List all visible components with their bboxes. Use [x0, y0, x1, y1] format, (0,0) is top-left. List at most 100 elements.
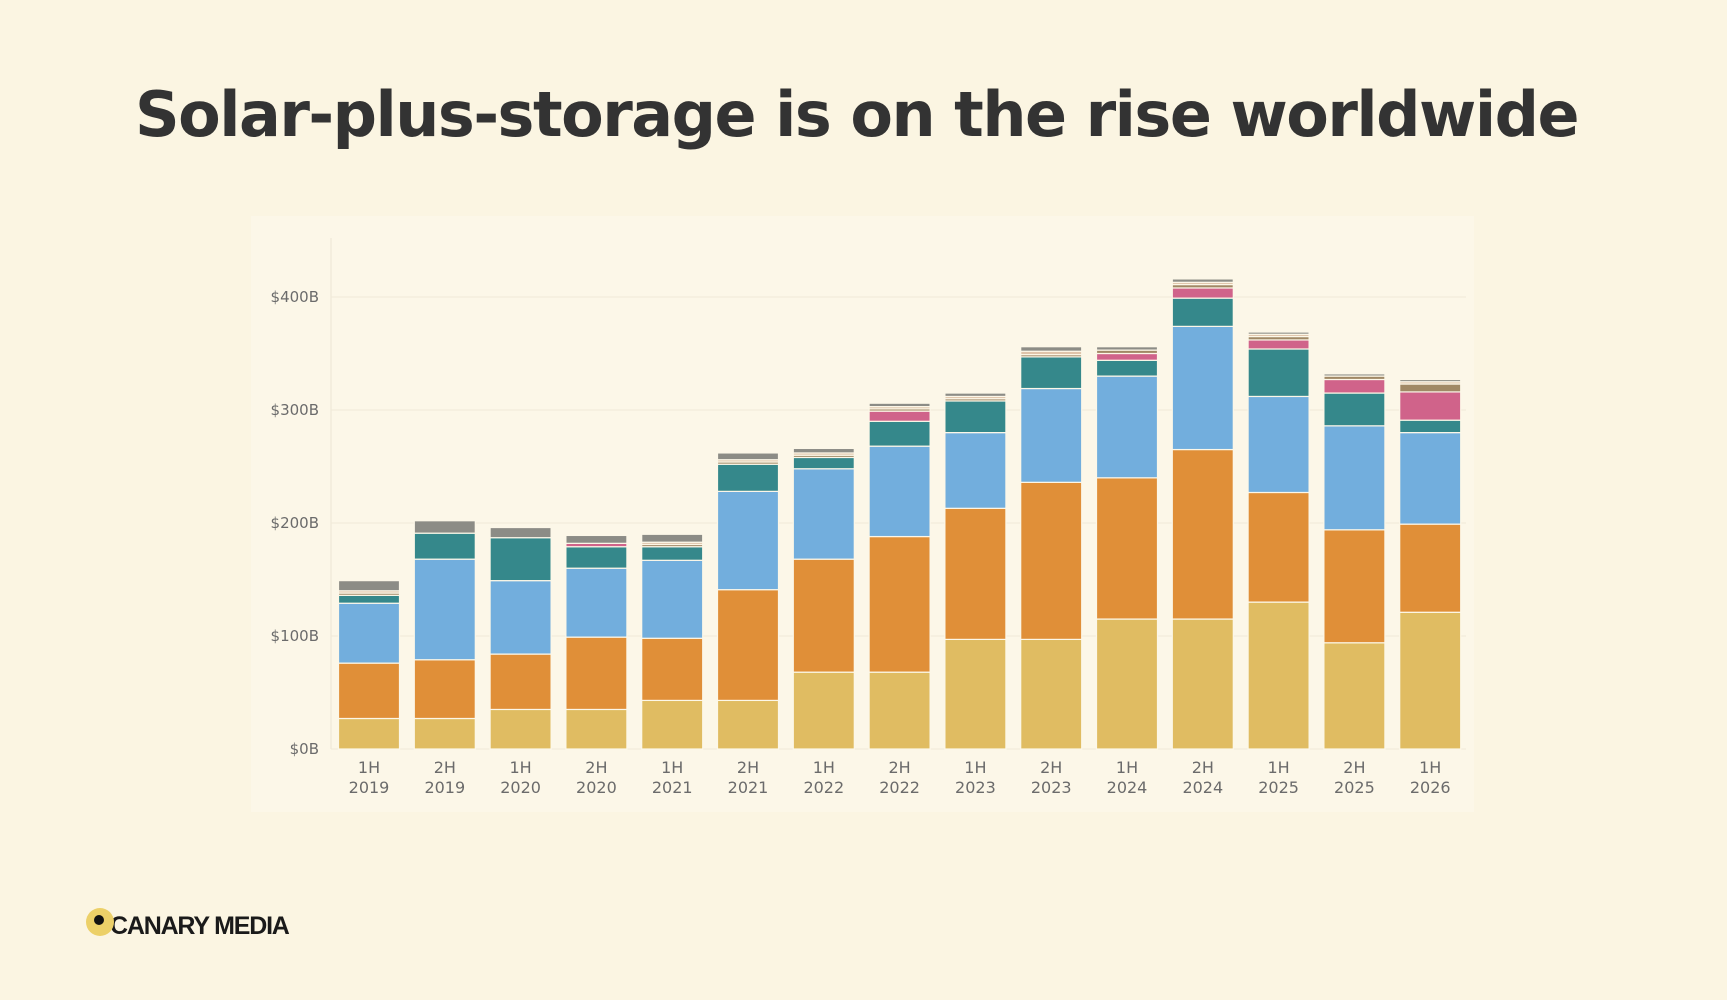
canary-dot-icon: [86, 907, 114, 936]
bar-segment: [565, 534, 628, 544]
x-tick-label: 2019: [349, 778, 390, 797]
bar-segment: [1247, 601, 1310, 750]
bar-segment: [868, 445, 931, 538]
bar-segment: [489, 537, 552, 582]
bar-segment: [944, 638, 1007, 750]
x-tick-label: 1H: [964, 758, 986, 777]
bar-segment: [1171, 325, 1234, 451]
bar-segment: [413, 532, 476, 560]
x-tick-label: 2023: [955, 778, 996, 797]
bar-segment: [1020, 638, 1083, 750]
bar-segment: [489, 580, 552, 655]
bar-segment: [1095, 375, 1159, 479]
bar-segment: [1095, 346, 1159, 351]
bar-segment: [1399, 611, 1462, 750]
bar-segment: [413, 659, 476, 720]
x-tick-label: 2026: [1410, 778, 1451, 797]
bar-segment: [868, 410, 931, 422]
bar-segment: [1095, 477, 1159, 620]
bar-segment: [868, 420, 931, 447]
bar-segment: [337, 662, 401, 720]
bar-segment: [1095, 618, 1159, 750]
bar-segment: [716, 589, 780, 702]
bar-segment: [716, 452, 780, 461]
x-tick-label: 2021: [728, 778, 769, 797]
bar-segment: [413, 520, 476, 534]
x-tick-label: 2H: [1192, 758, 1214, 777]
bar-segment: [337, 594, 401, 604]
x-tick-label: 2H: [737, 758, 759, 777]
x-tick-label: 2022: [803, 778, 844, 797]
bar-segment: [792, 456, 855, 470]
bar-segment: [1399, 378, 1462, 383]
bar-segment: [1020, 481, 1083, 640]
bar-segment: [1020, 346, 1083, 352]
bar-segment: [1247, 331, 1310, 335]
bar-segment: [1399, 419, 1462, 434]
brand-logo: CANARY MEDIA: [86, 902, 290, 941]
chart-title: Solar-plus-storage is on the rise worldw…: [135, 78, 1580, 151]
x-tick-label: 2023: [1031, 778, 1072, 797]
bar-segment: [565, 546, 628, 569]
x-tick-label: 2022: [879, 778, 920, 797]
x-tick-label: 1H: [1116, 758, 1138, 777]
bar-segment: [1020, 387, 1083, 483]
bar-segment: [1399, 432, 1462, 525]
bar-segment: [944, 432, 1007, 509]
bar-segment: [565, 567, 628, 638]
bar-segment: [641, 546, 704, 561]
bar-segment: [1247, 491, 1310, 603]
bar-segment: [1323, 392, 1386, 427]
bar-segment: [1020, 356, 1083, 390]
bar-segment: [1247, 339, 1310, 350]
bar-segment: [944, 400, 1007, 434]
bar-segment: [641, 559, 704, 639]
bar-segment: [792, 468, 855, 560]
x-tick-label: 2H: [1040, 758, 1062, 777]
bar-segment: [1247, 348, 1310, 398]
bar-segment: [565, 708, 628, 750]
bar-segment: [1323, 378, 1386, 394]
bar-segment: [413, 717, 476, 750]
bar-segment: [716, 490, 780, 591]
y-tick-label: $0B: [290, 740, 319, 758]
bar-segment: [716, 463, 780, 492]
x-tick-label: 2H: [585, 758, 607, 777]
bar-segment: [1399, 523, 1462, 613]
x-tick-label: 1H: [813, 758, 835, 777]
bar-segment: [1171, 287, 1234, 299]
x-tick-label: 2025: [1258, 778, 1299, 797]
x-tick-label: 1H: [509, 758, 531, 777]
bar-segment: [1171, 618, 1234, 750]
bar-segment: [1171, 297, 1234, 327]
bar-segment: [1323, 373, 1386, 377]
x-tick-label: 2024: [1107, 778, 1148, 797]
bar-segment: [1323, 529, 1386, 644]
bar-segment: [792, 447, 855, 454]
bar-segment: [565, 636, 628, 711]
stacked-bar-chart: $0B$100B$200B$300B$400B1H20192H20191H202…: [271, 238, 1466, 797]
bar-segment: [489, 526, 552, 539]
x-tick-label: 2019: [424, 778, 465, 797]
x-tick-label: 1H: [661, 758, 683, 777]
bar-segment: [1399, 391, 1462, 421]
x-tick-label: 2021: [652, 778, 693, 797]
bar-segment: [1323, 642, 1386, 750]
bar-segment: [716, 699, 780, 750]
bar-segment: [641, 637, 704, 702]
bar-segment: [1399, 383, 1462, 393]
bar-segment: [337, 602, 401, 664]
bar-segment: [944, 392, 1007, 398]
bar-segment: [1171, 278, 1234, 283]
chart-panel: $0B $100B $200B $300B $400B 1H 2019 2H 2019 1H 202…: [251, 216, 1474, 812]
bar-segment: [792, 558, 855, 673]
x-tick-label: 2020: [500, 778, 541, 797]
bar-segment: [1095, 352, 1159, 361]
bar-segment: [1247, 395, 1310, 494]
x-tick-label: 2024: [1182, 778, 1223, 797]
y-tick-label: $400B: [271, 288, 319, 306]
bar-segment: [868, 535, 931, 673]
x-tick-label: 1H: [1419, 758, 1441, 777]
x-tick-label: 2H: [1343, 758, 1365, 777]
bar-segment: [944, 507, 1007, 640]
